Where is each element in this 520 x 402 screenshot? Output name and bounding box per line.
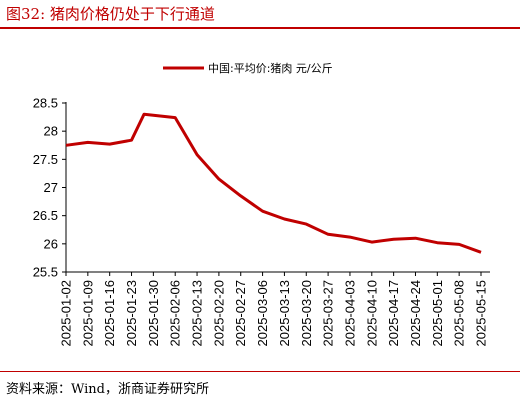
x-tick-label: 2025-01-16	[102, 280, 117, 347]
x-tick-label: 2025-01-09	[80, 280, 95, 347]
x-tick-label: 2025-03-27	[321, 280, 336, 347]
x-tick-label: 2025-05-15	[474, 280, 489, 347]
y-tick-label: 26.5	[33, 208, 58, 223]
figure-title: 图32: 猪肉价格仍处于下行通道	[6, 5, 215, 23]
x-tick-label: 2025-05-01	[430, 280, 445, 347]
y-tick-label: 28	[44, 124, 58, 139]
series-line-pork-price	[65, 112, 482, 254]
x-tick-label: 2025-04-24	[408, 280, 423, 347]
title-rule	[0, 27, 520, 29]
y-tick-label: 27.5	[33, 152, 58, 167]
y-ticks: 25.5 26 26.5 27 27.5 28 28.5	[33, 96, 66, 280]
x-tick-label: 2025-02-13	[190, 280, 205, 347]
x-tick-label: 2025-04-17	[386, 280, 401, 347]
x-tick-label: 2025-01-02	[59, 280, 74, 347]
x-tick-label: 2025-02-27	[233, 280, 248, 347]
x-tick-label: 2025-05-08	[452, 280, 467, 347]
x-tick-label: 2025-04-10	[364, 280, 379, 347]
x-tick-label: 2025-02-20	[211, 280, 226, 347]
y-tick-label: 25.5	[33, 265, 58, 280]
x-tick-label: 2025-03-06	[255, 280, 270, 347]
x-tick-label: 2025-04-03	[342, 280, 357, 347]
y-tick-label: 26	[44, 236, 58, 251]
x-tick-label: 2025-01-23	[124, 280, 139, 347]
source-text: 资料来源：Wind，浙商证券研究所	[6, 382, 209, 397]
source-rule	[0, 371, 520, 372]
x-tick-label: 2025-02-06	[168, 280, 183, 347]
x-ticks: 2025-01-02 2025-01-09 2025-01-16 2025-01-23…	[59, 272, 489, 347]
y-tick-label: 28.5	[33, 96, 58, 111]
x-tick-label: 2025-03-13	[277, 280, 292, 347]
x-tick-label: 2025-01-30	[146, 280, 161, 347]
legend: 中国:平均价:猪肉 元/公斤	[163, 62, 333, 75]
legend-label: 中国:平均价:猪肉 元/公斤	[208, 62, 333, 75]
x-tick-label: 2025-03-20	[299, 280, 314, 347]
y-tick-label: 27	[44, 180, 58, 195]
